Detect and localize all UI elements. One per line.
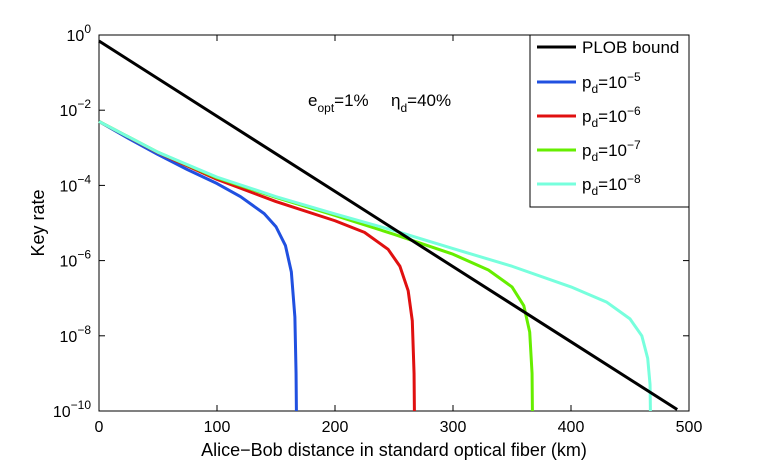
y-tick-label: 10−10 <box>53 398 91 421</box>
legend-label-pd-1e-6: pd=10−6 <box>582 104 641 130</box>
series-group <box>98 39 679 412</box>
y-tick-label: 100 <box>67 22 92 45</box>
series-line-0 <box>98 39 679 411</box>
legend-box <box>529 34 690 208</box>
x-tick-label: 500 <box>676 419 703 436</box>
x-tick-label: 400 <box>558 419 585 436</box>
y-tick-label: 10−4 <box>60 172 92 195</box>
annotation-e-opt: eopt=1% <box>308 91 369 115</box>
x-tick-label: 200 <box>322 419 349 436</box>
legend-label-pd-1e-7: pd=10−7 <box>582 138 641 164</box>
x-axis-label: Alice−Bob distance in standard optical f… <box>201 440 587 460</box>
series-line-4 <box>98 120 652 412</box>
legend-label-pd-1e-5: pd=10−5 <box>582 70 641 96</box>
x-tick-label: 100 <box>204 419 231 436</box>
annotation-eta-d: ηd=40% <box>391 91 451 115</box>
legend-swatches <box>537 45 576 186</box>
y-tick-label: 10−8 <box>60 323 92 346</box>
legend: PLOB bound pd=10−5 pd=10−6 pd=10−7 pd=10… <box>529 34 690 208</box>
legend-label-plob: PLOB bound <box>582 38 679 57</box>
x-tick-label: 0 <box>95 419 104 436</box>
legend-label-pd-1e-8: pd=10−8 <box>582 172 641 198</box>
x-tick-label: 300 <box>440 419 467 436</box>
series-line-1 <box>98 120 298 412</box>
axis-ticks: 0 100 200 300 400 500 10−10 10−8 10−6 10−4 10−2 100 <box>53 22 703 436</box>
y-axis-label: Key rate <box>28 189 48 256</box>
y-tick-label: 10−2 <box>60 97 92 120</box>
y-tick-label: 10−6 <box>60 248 92 271</box>
